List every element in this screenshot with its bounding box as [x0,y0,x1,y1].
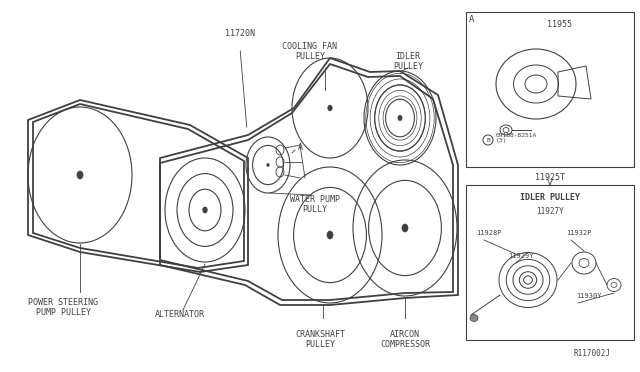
Ellipse shape [203,207,207,213]
Text: 11932P: 11932P [566,230,591,236]
Text: IDLER PULLEY: IDLER PULLEY [520,193,580,202]
Ellipse shape [328,105,332,111]
Text: A: A [469,15,474,24]
Text: AIRCON
COMPRESSOR: AIRCON COMPRESSOR [380,330,430,349]
Text: WATER PUMP
PULLY: WATER PUMP PULLY [290,195,340,214]
Bar [466,185,634,340]
Bar [466,12,634,167]
Ellipse shape [470,314,478,321]
Text: 11925T: 11925T [535,173,565,183]
Ellipse shape [398,115,402,121]
Text: 11955: 11955 [547,20,573,29]
Text: POWER STEERING
PUMP PULLEY: POWER STEERING PUMP PULLEY [28,298,98,317]
Text: CRANKSHAFT
PULLEY: CRANKSHAFT PULLEY [295,330,345,349]
Ellipse shape [402,224,408,232]
Text: IDLER
PULLEY: IDLER PULLEY [393,52,423,71]
Text: COOLING FAN
PULLEY: COOLING FAN PULLEY [282,42,337,61]
Text: 11927Y: 11927Y [536,207,564,216]
Ellipse shape [327,231,333,239]
Text: B: B [486,138,490,142]
Text: 11928P: 11928P [476,230,502,236]
Text: 11930Y: 11930Y [576,293,602,299]
Ellipse shape [77,171,83,179]
Ellipse shape [267,163,269,167]
Text: 11929Y: 11929Y [508,253,534,259]
Text: 091B8-8251A
(3): 091B8-8251A (3) [496,132,537,143]
Text: A: A [298,144,303,153]
Text: R117002J: R117002J [573,349,610,358]
Text: ALTERNATOR: ALTERNATOR [155,310,205,319]
Text: 11720N: 11720N [225,29,255,38]
